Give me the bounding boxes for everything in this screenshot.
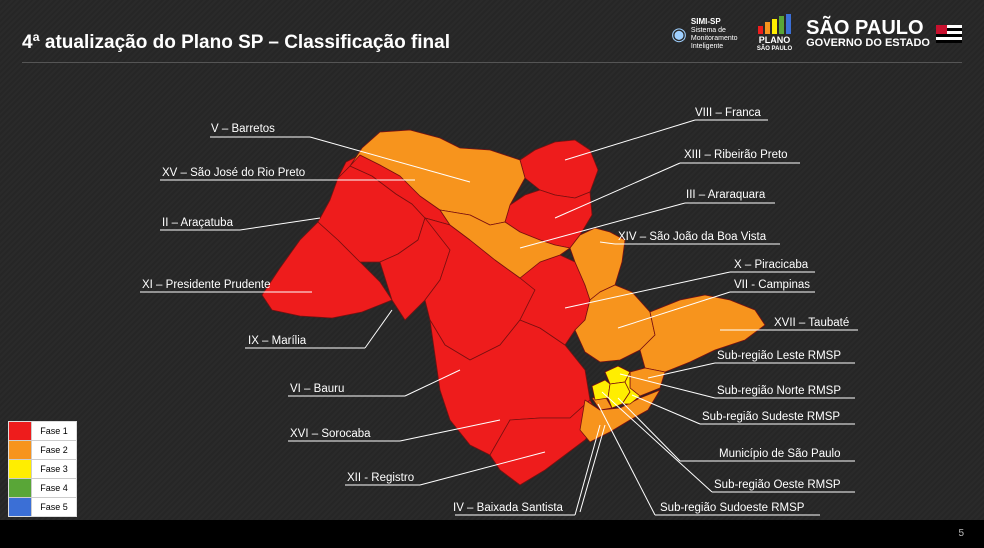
simi-sp-logo-subtitle: Sistema de Monitoramento Inteligente — [690, 26, 738, 50]
legend-label: Fase 3 — [31, 460, 76, 478]
sp-state-map: V – Barretos XV – São José do Rio Preto … — [140, 107, 858, 516]
label-campinas: VII - Campinas — [734, 279, 810, 291]
legend-item: Fase 5 — [9, 497, 76, 516]
region-registro[interactable] — [489, 399, 601, 486]
legend-swatch — [9, 498, 31, 516]
label-ribeirao-preto: XIII – Ribeirão Preto — [684, 149, 788, 161]
legend-item: Fase 1 — [9, 422, 76, 440]
label-araraquara: III – Araraquara — [686, 189, 766, 201]
label-sao-joao-boa-vista: XIV – São João da Boa Vista — [618, 231, 767, 243]
label-municipio-sp: Município de São Paulo — [719, 448, 840, 460]
governo-sp-logo-line2: GOVERNO DO ESTADO — [806, 37, 930, 49]
slide: 4ª atualização do Plano SP – Classificaç… — [0, 0, 984, 520]
governo-sp-logo: SÃO PAULO GOVERNO DO ESTADO — [806, 17, 962, 49]
plano-logo-line2: SÃO PAULO — [756, 46, 793, 52]
legend-item: Fase 2 — [9, 440, 76, 459]
legend-swatch — [9, 460, 31, 478]
leader-lines — [140, 119, 858, 516]
region-taubate[interactable] — [639, 294, 766, 373]
legend-label: Fase 4 — [31, 479, 76, 497]
title-divider — [22, 62, 962, 63]
header-logos: ◉ SIMI-SP Sistema de Monitoramento Intel… — [671, 14, 962, 54]
plano-logo-line1: PLANO — [758, 35, 791, 45]
label-rmsp-norte: Sub-região Norte RMSP — [717, 385, 841, 397]
phase-legend: Fase 1 Fase 2 Fase 3 Fase 4 Fase 5 — [8, 421, 77, 517]
label-aracatuba: II – Araçatuba — [162, 217, 234, 229]
label-registro: XII - Registro — [347, 472, 414, 484]
label-sorocaba: XVI – Sorocaba — [290, 428, 371, 440]
plano-sp-logo: PLANO SÃO PAULO — [757, 14, 792, 54]
legend-swatch — [9, 441, 31, 459]
label-franca: VIII – Franca — [695, 107, 761, 119]
simi-sp-logo-name: SIMI-SP — [690, 16, 721, 26]
legend-swatch — [9, 422, 31, 440]
legend-label: Fase 2 — [31, 441, 76, 459]
label-taubate: XVII – Taubaté — [774, 317, 849, 329]
plano-bars-icon — [758, 14, 791, 34]
legend-swatch — [9, 479, 31, 497]
footer-bar: 5 — [0, 520, 984, 548]
simi-sp-logo: ◉ SIMI-SP Sistema de Monitoramento Intel… — [671, 16, 743, 51]
label-baixada-santista: IV – Baixada Santista — [453, 502, 564, 514]
label-rmsp-sudoeste: Sub-região Sudoeste RMSP — [660, 502, 805, 514]
region-barretos[interactable] — [349, 129, 526, 226]
label-marilia: IX – Marília — [248, 335, 307, 347]
sp-flag-icon — [936, 25, 962, 43]
label-presidente-prudente: XI – Presidente Prudente — [142, 279, 271, 291]
legend-label: Fase 5 — [31, 498, 76, 516]
label-rmsp-leste: Sub-região Leste RMSP — [717, 350, 841, 362]
label-bauru: VI – Bauru — [290, 383, 344, 395]
region-baixada-santista[interactable] — [579, 389, 661, 443]
legend-label: Fase 1 — [31, 422, 76, 440]
page-title: 4ª atualização do Plano SP – Classificaç… — [22, 32, 451, 53]
legend-item: Fase 4 — [9, 478, 76, 497]
label-barretos: V – Barretos — [211, 123, 275, 135]
governo-sp-logo-line1: SÃO PAULO — [806, 17, 924, 39]
region-franca[interactable] — [519, 139, 599, 199]
legend-item: Fase 3 — [9, 459, 76, 478]
label-rmsp-oeste: Sub-região Oeste RMSP — [714, 479, 841, 491]
label-piracicaba: X – Piracicaba — [734, 259, 809, 271]
region-presidente-prudente[interactable] — [261, 221, 393, 319]
page-number: 5 — [958, 528, 964, 539]
label-rmsp-sudeste: Sub-região Sudeste RMSP — [702, 411, 840, 423]
label-rio-preto: XV – São José do Rio Preto — [162, 167, 305, 179]
